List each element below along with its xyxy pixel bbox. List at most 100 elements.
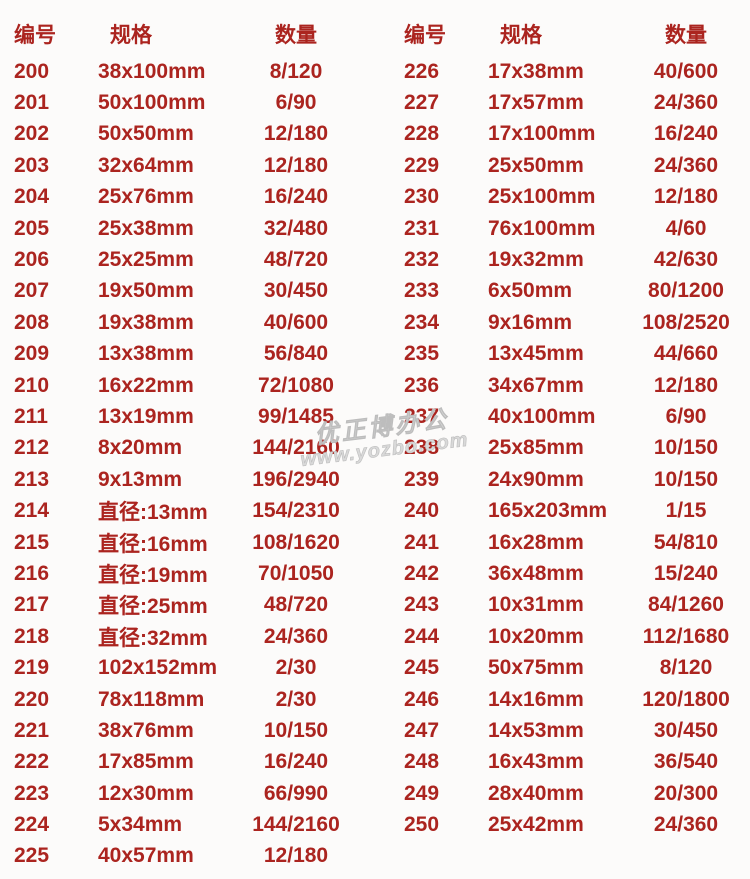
row-spec-cell: 50x100mm [98,91,206,115]
row-qty-cell: 120/1800 [642,687,730,711]
table-row: 241 16x28mm 54/810 [402,527,750,558]
row-id-cell: 203 [14,153,50,177]
row-id-cell: 234 [404,310,440,334]
row-id-cell: 237 [404,404,440,428]
row-qty-cell: 70/1050 [258,561,334,585]
table-row: 237 40x100mm 6/90 [402,401,750,432]
row-spec-cell: 25x25mm [98,248,194,272]
table-row: 214 直径:13mm 154/2310 [12,495,375,526]
row-id-cell: 205 [14,216,50,240]
row-id-cell: 201 [14,91,50,115]
row-qty-cell: 6/90 [275,91,317,115]
table-row: 232 19x32mm 42/630 [402,244,750,275]
row-id-cell: 235 [404,342,440,366]
row-qty-cell: 24/360 [653,91,719,115]
row-spec-cell: 9x16mm [488,310,573,334]
row-id-cell: 221 [14,718,50,742]
row-qty-cell: 48/720 [263,593,329,617]
row-spec-cell: 28x40mm [488,781,584,805]
row-spec-cell: 直径:19mm [98,563,208,587]
row-qty-cell: 12/180 [653,373,719,397]
table-row: 242 36x48mm 15/240 [402,558,750,589]
row-qty-cell: 8/120 [659,656,713,680]
row-spec-cell: 14x16mm [488,687,584,711]
row-qty-cell: 12/180 [263,122,329,146]
table-row: 212 8x20mm 144/2160 [12,433,375,464]
row-spec-cell: 78x118mm [98,687,205,711]
row-qty-cell: 16/240 [263,185,329,209]
row-spec-cell: 25x42mm [488,813,584,837]
row-spec-cell: 12x30mm [98,781,194,805]
table-row: 200 38x100mm 8/120 [12,56,375,87]
row-spec-cell: 38x100mm [98,59,206,83]
table-group-left: 编号 规格 数量 200 38x100mm 8/120 201 50x100mm 6/90… [0,12,375,872]
row-id-cell: 239 [404,467,440,491]
table-row: 206 25x25mm 48/720 [12,244,375,275]
table-row: 205 25x38mm 32/480 [12,213,375,244]
row-id-cell: 249 [404,781,440,805]
row-id-cell: 215 [14,530,50,554]
row-qty-cell: 108/1620 [252,530,340,554]
row-id-cell: 206 [14,248,50,272]
table-row: 210 16x22mm 72/1080 [12,370,375,401]
row-qty-cell: 20/300 [653,781,719,805]
row-spec-cell: 10x20mm [488,624,584,648]
row-spec-cell: 76x100mm [488,216,596,240]
row-id-cell: 224 [14,813,50,837]
table-row: 222 17x85mm 16/240 [12,747,375,778]
table-row: 217 直径:25mm 48/720 [12,590,375,621]
row-qty-cell: 196/2940 [252,467,340,491]
row-qty-cell: 24/360 [653,153,719,177]
row-id-cell: 232 [404,248,440,272]
table-header-row: 编号 规格 数量 [12,12,375,56]
row-qty-cell: 6/90 [665,404,707,428]
row-id-cell: 209 [14,342,50,366]
row-spec-cell: 165x203mm [488,499,608,523]
row-spec-cell: 50x75mm [488,656,584,680]
table-row: 225 40x57mm 12/180 [12,841,375,872]
row-qty-cell: 154/2310 [252,499,340,523]
row-qty-cell: 112/1680 [642,624,730,648]
row-qty-cell: 16/240 [263,750,329,774]
row-qty-cell: 144/2160 [252,436,340,460]
table-row: 216 直径:19mm 70/1050 [12,558,375,589]
row-id-cell: 247 [404,718,440,742]
row-spec-cell: 13x19mm [98,404,194,428]
row-spec-cell: 50x50mm [98,122,194,146]
row-qty-cell: 10/150 [263,718,329,742]
row-qty-cell: 40/600 [263,310,329,334]
table-row: 218 直径:32mm 24/360 [12,621,375,652]
row-qty-cell: 108/2520 [642,310,730,334]
table-row: 227 17x57mm 24/360 [402,87,750,118]
table-row: 234 9x16mm 108/2520 [402,307,750,338]
row-spec-cell: 14x53mm [488,718,584,742]
row-qty-cell: 12/180 [263,153,329,177]
table-row: 219 102x152mm 2/30 [12,652,375,683]
row-qty-cell: 44/660 [653,342,719,366]
row-id-cell: 245 [404,656,440,680]
row-id-cell: 208 [14,310,50,334]
header-qty: 数量 [275,24,317,47]
table-row: 213 9x13mm 196/2940 [12,464,375,495]
row-qty-cell: 32/480 [263,216,329,240]
row-id-cell: 213 [14,467,50,491]
row-id-cell: 200 [14,59,50,83]
table-row: 209 13x38mm 56/840 [12,339,375,370]
row-id-cell: 216 [14,561,50,585]
row-id-cell: 220 [14,687,50,711]
table-row: 246 14x16mm 120/1800 [402,684,750,715]
table-row: 223 12x30mm 66/990 [12,778,375,809]
header-qty: 数量 [665,24,707,47]
table-row: 203 32x64mm 12/180 [12,150,375,181]
row-qty-cell: 42/630 [653,248,719,272]
row-id-cell: 217 [14,593,50,617]
table-row: 226 17x38mm 40/600 [402,56,750,87]
row-spec-cell: 102x152mm [98,656,218,680]
row-id-cell: 241 [404,530,440,554]
row-spec-cell: 17x38mm [488,59,584,83]
row-qty-cell: 10/150 [653,467,719,491]
table-row: 249 28x40mm 20/300 [402,778,750,809]
row-spec-cell: 16x22mm [98,373,194,397]
row-qty-cell: 8/120 [269,59,323,83]
row-spec-cell: 19x50mm [98,279,194,303]
